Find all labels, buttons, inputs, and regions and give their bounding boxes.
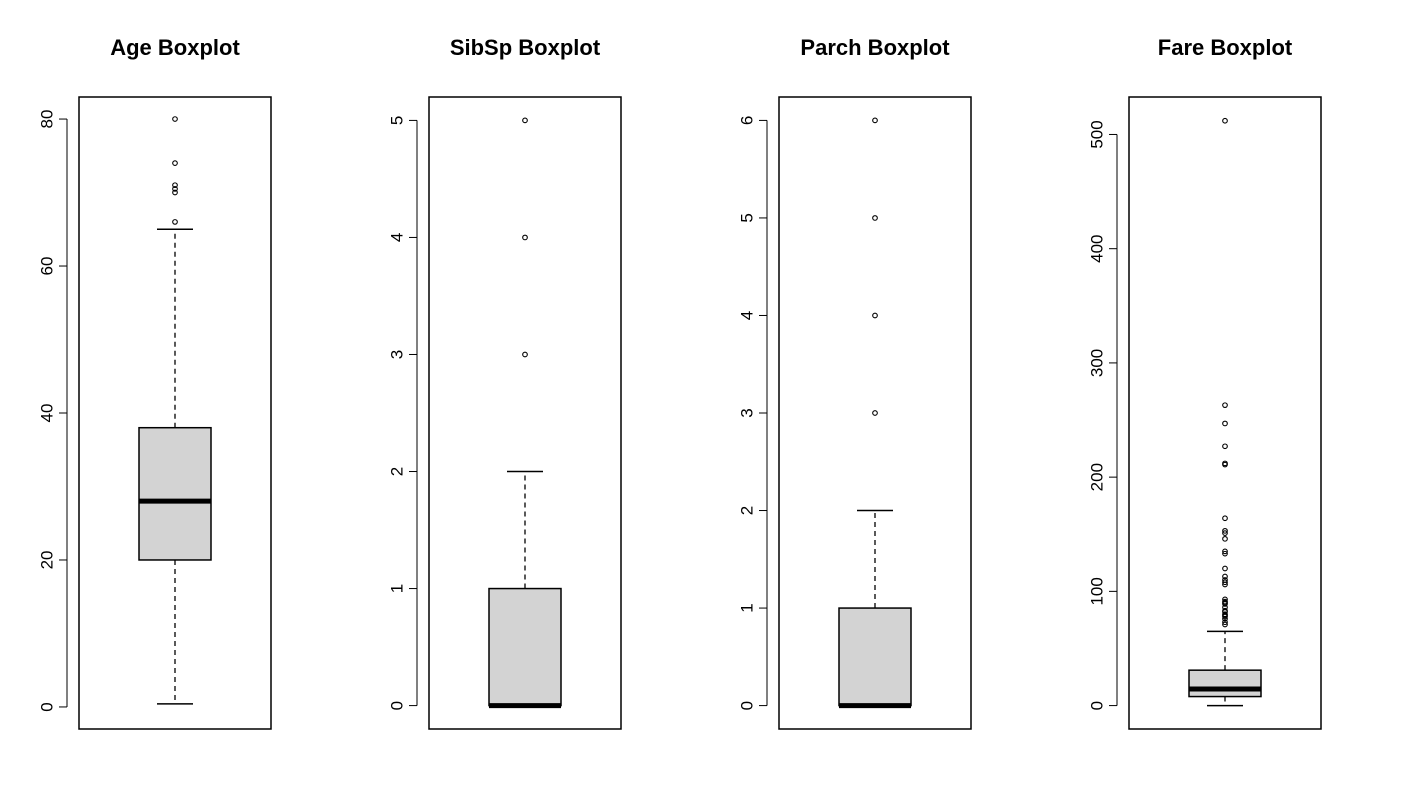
- y-tick-label-age: 60: [38, 257, 57, 276]
- outlier-point-fare: [1222, 565, 1228, 572]
- y-tick-label-parch: 2: [738, 506, 757, 515]
- plot-frame-parch: [778, 96, 972, 730]
- y-tick-label-parch: 3: [738, 408, 757, 417]
- iqr-box-age: [138, 426, 212, 561]
- outlier-point-fare: [1222, 573, 1228, 580]
- outlier-point-fare: [1222, 402, 1228, 409]
- y-tick-label-parch: 6: [738, 116, 757, 125]
- outlier-point-fare: [1222, 420, 1228, 427]
- outlier-point-fare: [1222, 443, 1228, 450]
- panel-title-parch: Parch Boxplot: [800, 35, 950, 60]
- outlier-point-fare: [1222, 621, 1228, 628]
- outlier-point-sibsp: [522, 234, 528, 241]
- iqr-box-sibsp: [488, 587, 562, 707]
- boxplot-panel-fare: Fare Boxplot 0 100 200 300 400 500: [1088, 35, 1322, 730]
- panel-title-fare: Fare Boxplot: [1158, 35, 1293, 60]
- panel-title-age: Age Boxplot: [110, 35, 240, 60]
- outlier-point-fare: [1222, 530, 1228, 536]
- y-tick-label-fare: 0: [1088, 701, 1107, 710]
- y-tick-label-fare: 500: [1088, 120, 1107, 148]
- outlier-point-parch: [872, 312, 878, 319]
- boxplot-panel-sibsp: SibSp Boxplot 0 1 2 3 4 5: [388, 35, 622, 730]
- y-tick-label-fare: 100: [1088, 577, 1107, 605]
- y-tick-label-age: 20: [38, 551, 57, 570]
- y-tick-label-parch: 4: [738, 311, 757, 320]
- outlier-point-age: [172, 186, 178, 192]
- outlier-point-fare: [1222, 579, 1228, 586]
- y-tick-label-parch: 0: [738, 701, 757, 710]
- y-tick-label-fare: 400: [1088, 235, 1107, 263]
- outlier-point-sibsp: [522, 117, 528, 124]
- outlier-point-fare: [1222, 577, 1228, 583]
- outlier-point-fare: [1222, 611, 1228, 618]
- y-tick-label-age: 80: [38, 110, 57, 129]
- outlier-point-fare: [1222, 607, 1228, 614]
- outlier-point-age: [172, 219, 178, 225]
- y-tick-label-sibsp: 3: [388, 350, 407, 359]
- outlier-point-fare: [1222, 548, 1228, 555]
- outlier-point-fare: [1222, 619, 1228, 626]
- y-tick-label-sibsp: 1: [388, 584, 407, 593]
- plot-frame-fare: [1128, 96, 1322, 730]
- boxplot-panel-parch: Parch Boxplot 0 1 2 3 4 5 6: [738, 35, 972, 730]
- outlier-point-age: [172, 189, 178, 196]
- outlier-point-fare: [1222, 515, 1228, 522]
- boxplot-panel-age: Age Boxplot 0 20 40 60 80: [38, 35, 272, 730]
- outlier-point-age: [172, 182, 178, 189]
- y-tick-label-sibsp: 4: [388, 233, 407, 242]
- outlier-point-parch: [872, 410, 878, 416]
- y-tick-label-age: 40: [38, 404, 57, 423]
- outlier-point-sibsp: [522, 351, 528, 358]
- outlier-point-parch: [872, 215, 878, 221]
- outlier-point-age: [172, 160, 178, 166]
- outlier-point-fare: [1222, 596, 1228, 603]
- iqr-box-parch: [838, 607, 912, 707]
- iqr-box-fare: [1188, 669, 1262, 698]
- y-tick-label-sibsp: 2: [388, 467, 407, 476]
- outlier-point-age: [172, 116, 178, 122]
- y-tick-label-sibsp: 5: [388, 116, 407, 125]
- plot-frame-sibsp: [428, 96, 622, 730]
- outlier-point-parch: [872, 117, 878, 124]
- y-tick-label-age: 0: [38, 702, 57, 711]
- y-tick-label-parch: 1: [738, 603, 757, 612]
- outlier-point-fare: [1222, 598, 1228, 605]
- y-tick-label-fare: 300: [1088, 349, 1107, 377]
- outlier-point-fare: [1222, 527, 1228, 534]
- outlier-point-fare: [1222, 550, 1228, 557]
- outlier-point-fare: [1222, 460, 1228, 467]
- y-tick-label-parch: 5: [738, 213, 757, 222]
- outlier-point-fare: [1222, 117, 1228, 124]
- panel-title-sibsp: SibSp Boxplot: [450, 35, 601, 60]
- y-tick-label-fare: 200: [1088, 463, 1107, 491]
- outlier-point-fare: [1222, 535, 1228, 542]
- y-tick-label-sibsp: 0: [388, 701, 407, 710]
- plot-frame-age: [78, 96, 272, 730]
